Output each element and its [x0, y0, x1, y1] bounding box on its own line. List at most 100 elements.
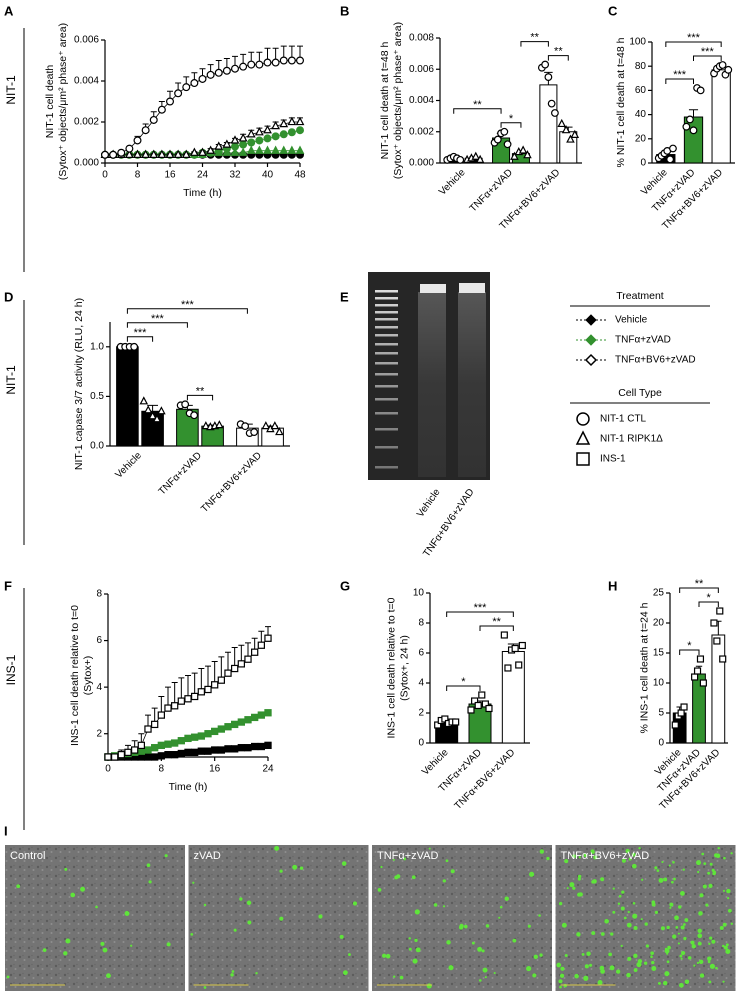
fluorescent-cell [583, 853, 588, 858]
marker [217, 746, 225, 754]
fluorescent-cell [638, 846, 641, 850]
fluorescent-cell [414, 938, 418, 943]
significance-label: ** [492, 616, 501, 628]
fluorescent-cell [610, 932, 614, 936]
marker [197, 732, 205, 740]
marker [164, 751, 172, 759]
fluorescent-cell [604, 918, 609, 924]
legend-marker [584, 353, 598, 367]
marker [139, 396, 149, 405]
y-axis-label: INS-1 cell death relative to t=0 [69, 605, 81, 746]
y-tick-label: 2 [418, 708, 424, 719]
error-bar [218, 656, 225, 681]
marker [247, 138, 256, 147]
gel-ladder-band [375, 304, 398, 307]
marker [231, 720, 239, 729]
y-tick-label: 10 [653, 678, 665, 689]
gel-ladder-band [375, 385, 398, 388]
marker [157, 149, 167, 158]
fluorescent-cell [102, 947, 108, 953]
marker [184, 734, 192, 743]
marker [239, 62, 248, 71]
marker [671, 721, 679, 729]
fluorescent-cell [292, 864, 298, 870]
legend-label: NIT-1 RIPK1Δ [600, 434, 663, 445]
marker [222, 139, 232, 148]
significance-bracket [500, 122, 522, 128]
fluorescent-cell [645, 944, 649, 948]
gel-ladder-band [375, 318, 398, 321]
x-axis-label: Time (h) [183, 187, 222, 199]
fluorescent-cell [654, 866, 658, 870]
fluorescent-cell [633, 926, 638, 931]
fluorescent-cell [403, 857, 407, 861]
y-axis-label: INS-1 cell death relative to t=0 [386, 597, 398, 738]
marker [181, 400, 190, 409]
fluorescent-cell [683, 936, 687, 941]
significance-bracket [665, 78, 694, 84]
fluorescent-cell [230, 973, 234, 977]
panel-letter: C [608, 3, 618, 18]
fluorescent-cell [677, 932, 680, 935]
fluorescent-cell [657, 981, 661, 985]
fluorescent-cell [164, 854, 168, 858]
gel-image [368, 272, 490, 480]
marker [109, 150, 118, 159]
marker [224, 745, 232, 753]
y-tick-label: 0.004 [409, 95, 434, 106]
fluorescent-cell [722, 889, 726, 892]
marker [696, 86, 705, 95]
fluorescent-cell [100, 941, 105, 946]
fluorescent-cell [643, 961, 648, 965]
fluorescent-cell [641, 878, 644, 881]
gel-well [420, 284, 446, 293]
fluorescent-cell [559, 973, 565, 978]
marker [152, 414, 162, 423]
fluorescent-cell [558, 901, 563, 906]
marker [295, 116, 305, 126]
significance-bracket [679, 587, 719, 593]
y-tick-label: 0 [418, 738, 424, 749]
legend-label: Vehicle [615, 315, 648, 326]
marker [141, 126, 150, 135]
fluorescent-cell [701, 852, 705, 856]
fluorescent-cell [166, 942, 171, 947]
marker [244, 744, 252, 752]
error-bar [191, 672, 198, 697]
marker [279, 118, 289, 128]
marker [255, 60, 264, 69]
fluorescent-cell [600, 969, 605, 974]
marker [214, 141, 224, 150]
gel-ladder-band [375, 446, 398, 449]
significance-bracket [520, 41, 549, 47]
fluorescent-cell [616, 969, 621, 974]
marker [214, 68, 223, 77]
y-axis-label: NIT-1 cell death [44, 65, 56, 139]
y-tick-label: 100 [629, 37, 646, 48]
fluorescent-cell [651, 960, 655, 965]
marker [237, 744, 245, 752]
y-axis-label: NIT-1 capase 3/7 activity (RLU, 24 h) [73, 298, 85, 470]
x-tick-label: 8 [135, 170, 141, 181]
marker [157, 406, 166, 415]
y-axis-label: % NIT-1 cell death at t=48 h [615, 37, 627, 167]
significance-bracket [126, 336, 154, 342]
gel-well [459, 283, 485, 293]
marker [680, 703, 688, 711]
marker [151, 720, 159, 729]
marker [264, 634, 272, 642]
significance-label: *** [474, 602, 488, 614]
fluorescent-cell [625, 848, 630, 854]
marker [263, 145, 272, 154]
fluorescent-cell [408, 937, 411, 940]
x-tick-label: 8 [159, 764, 165, 775]
fluorescent-cell [558, 979, 563, 984]
fluorescent-cell [680, 925, 685, 930]
marker [686, 115, 694, 124]
fluorescent-cell [708, 883, 713, 888]
fluorescent-cell [698, 911, 703, 916]
legend-marker [575, 430, 591, 445]
legend-label: TNFα+BV6+zVAD [615, 355, 696, 366]
marker [271, 120, 281, 130]
fluorescent-cell [504, 896, 509, 901]
